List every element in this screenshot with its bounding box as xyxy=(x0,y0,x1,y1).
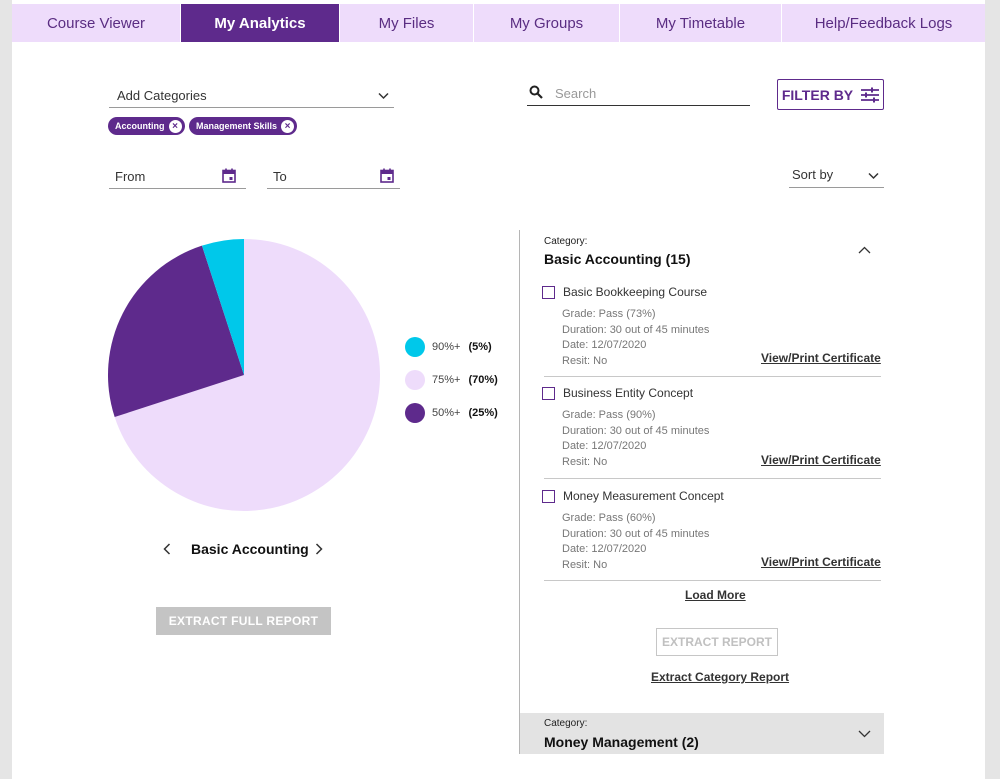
legend-label: 90%+ xyxy=(432,341,461,353)
pie-slice-75pct xyxy=(114,239,380,511)
sliders-icon xyxy=(861,87,880,102)
calendar-icon[interactable] xyxy=(222,168,236,183)
legend-item: 50%+ (25%) xyxy=(405,403,498,423)
pie-slice-50pct xyxy=(108,245,244,418)
extract-full-report-button[interactable]: EXTRACT FULL REPORT xyxy=(156,607,331,635)
course-title: Business Entity Concept xyxy=(563,386,694,400)
separator xyxy=(544,580,881,581)
legend-swatch xyxy=(405,370,425,390)
course-resit: Resit: No xyxy=(562,455,608,468)
tab-my-files[interactable]: My Files xyxy=(340,4,474,42)
course-duration: Duration: 30 out of 45 minutes xyxy=(562,424,710,437)
legend-item: 75%+ (70%) xyxy=(405,370,498,390)
pie-slice-90pct xyxy=(201,239,244,375)
close-icon[interactable]: × xyxy=(281,119,295,133)
legend-label: 50%+ xyxy=(432,407,461,419)
pie-chart xyxy=(108,239,380,511)
calendar-icon[interactable] xyxy=(380,168,394,183)
category-label: Category: xyxy=(544,718,588,729)
course-item-title[interactable]: Business Entity Concept xyxy=(542,386,693,400)
chart-title: Basic Accounting xyxy=(191,541,309,557)
legend-item: 90%+ (5%) xyxy=(405,337,492,357)
search-input[interactable]: Search xyxy=(527,83,750,106)
chevron-up-icon[interactable] xyxy=(858,246,871,254)
legend-value: (70%) xyxy=(468,374,498,386)
course-grade: Grade: Pass (90%) xyxy=(562,409,656,421)
chip-label: Management Skills xyxy=(196,121,278,131)
view-print-certificate-link[interactable]: View/Print Certificate xyxy=(761,351,881,365)
top-nav: Course Viewer My Analytics My Files My G… xyxy=(12,4,985,42)
tab-my-timetable[interactable]: My Timetable xyxy=(620,4,782,42)
course-grade: Grade: Pass (73%) xyxy=(562,308,656,320)
chevron-down-icon[interactable] xyxy=(858,730,871,738)
to-date-field[interactable]: To xyxy=(267,164,400,189)
course-details: Grade: Pass (73%) Duration: 30 out of 45… xyxy=(562,307,709,369)
filter-by-label: FILTER BY xyxy=(781,86,854,103)
extract-report-button[interactable]: EXTRACT REPORT xyxy=(656,628,778,656)
category-label: Category: xyxy=(544,236,588,247)
category-title: Basic Accounting (15) xyxy=(544,251,691,267)
view-print-certificate-link[interactable]: View/Print Certificate xyxy=(761,555,881,569)
course-checkbox[interactable] xyxy=(542,386,555,400)
chevron-left-icon[interactable] xyxy=(163,543,171,555)
page: Course Viewer My Analytics My Files My G… xyxy=(12,0,985,779)
categories-label: Add Categories xyxy=(117,88,207,103)
course-checkbox[interactable] xyxy=(542,489,555,503)
extract-category-report-link[interactable]: Extract Category Report xyxy=(651,670,790,684)
legend-swatch xyxy=(405,337,425,357)
course-title: Money Measurement Concept xyxy=(563,489,724,503)
tab-my-analytics[interactable]: My Analytics xyxy=(181,4,340,42)
category-panel-collapsed[interactable]: Category: Money Management (2) xyxy=(520,713,884,754)
tab-help-feedback-logs[interactable]: Help/Feedback Logs xyxy=(814,14,953,32)
course-checkbox[interactable] xyxy=(542,285,555,299)
chip-label: Accounting xyxy=(115,121,165,131)
course-resit: Resit: No xyxy=(562,558,608,571)
categories-dropdown[interactable]: Add Categories xyxy=(109,84,394,108)
course-details: Grade: Pass (60%) Duration: 30 out of 45… xyxy=(562,511,709,573)
course-date: Date: 12/07/2020 xyxy=(562,440,647,452)
course-grade: Grade: Pass (60%) xyxy=(562,512,656,524)
category-chip-management-skills[interactable]: Management Skills × xyxy=(189,117,298,135)
chevron-down-icon xyxy=(378,92,389,100)
course-resit: Resit: No xyxy=(562,354,608,367)
separator xyxy=(544,478,881,479)
course-duration: Duration: 30 out of 45 minutes xyxy=(562,323,710,336)
legend-label: 75%+ xyxy=(432,374,461,386)
filter-by-button[interactable]: FILTER BY xyxy=(777,79,884,110)
category-chip-accounting[interactable]: Accounting × xyxy=(108,117,185,135)
tab-course-viewer[interactable]: Course Viewer xyxy=(12,4,181,42)
to-label: To xyxy=(273,169,287,184)
legend-value: (5%) xyxy=(468,341,492,353)
search-icon xyxy=(529,85,543,99)
sort-by-dropdown[interactable]: Sort by xyxy=(789,162,884,188)
course-title: Basic Bookkeeping Course xyxy=(563,285,708,299)
course-details: Grade: Pass (90%) Duration: 30 out of 45… xyxy=(562,408,709,470)
course-date: Date: 12/07/2020 xyxy=(562,339,647,351)
course-item-title[interactable]: Money Measurement Concept xyxy=(542,489,724,503)
legend-value: (25%) xyxy=(468,407,498,419)
divider xyxy=(519,230,520,754)
close-icon[interactable]: × xyxy=(168,119,182,133)
tab-my-groups[interactable]: My Groups xyxy=(474,4,620,42)
chevron-down-icon xyxy=(868,172,879,180)
from-date-field[interactable]: From xyxy=(109,164,246,189)
sort-by-label: Sort by xyxy=(792,167,834,182)
view-print-certificate-link[interactable]: View/Print Certificate xyxy=(761,453,881,467)
load-more-link[interactable]: Load More xyxy=(685,588,746,602)
legend-swatch xyxy=(405,403,425,423)
search-placeholder: Search xyxy=(555,86,597,101)
category-title: Money Management (2) xyxy=(544,734,699,750)
course-date: Date: 12/07/2020 xyxy=(562,543,647,555)
chevron-right-icon[interactable] xyxy=(315,543,323,555)
course-duration: Duration: 30 out of 45 minutes xyxy=(562,527,710,540)
from-label: From xyxy=(115,169,146,184)
separator xyxy=(544,376,881,377)
course-item-title[interactable]: Basic Bookkeeping Course xyxy=(542,285,707,299)
